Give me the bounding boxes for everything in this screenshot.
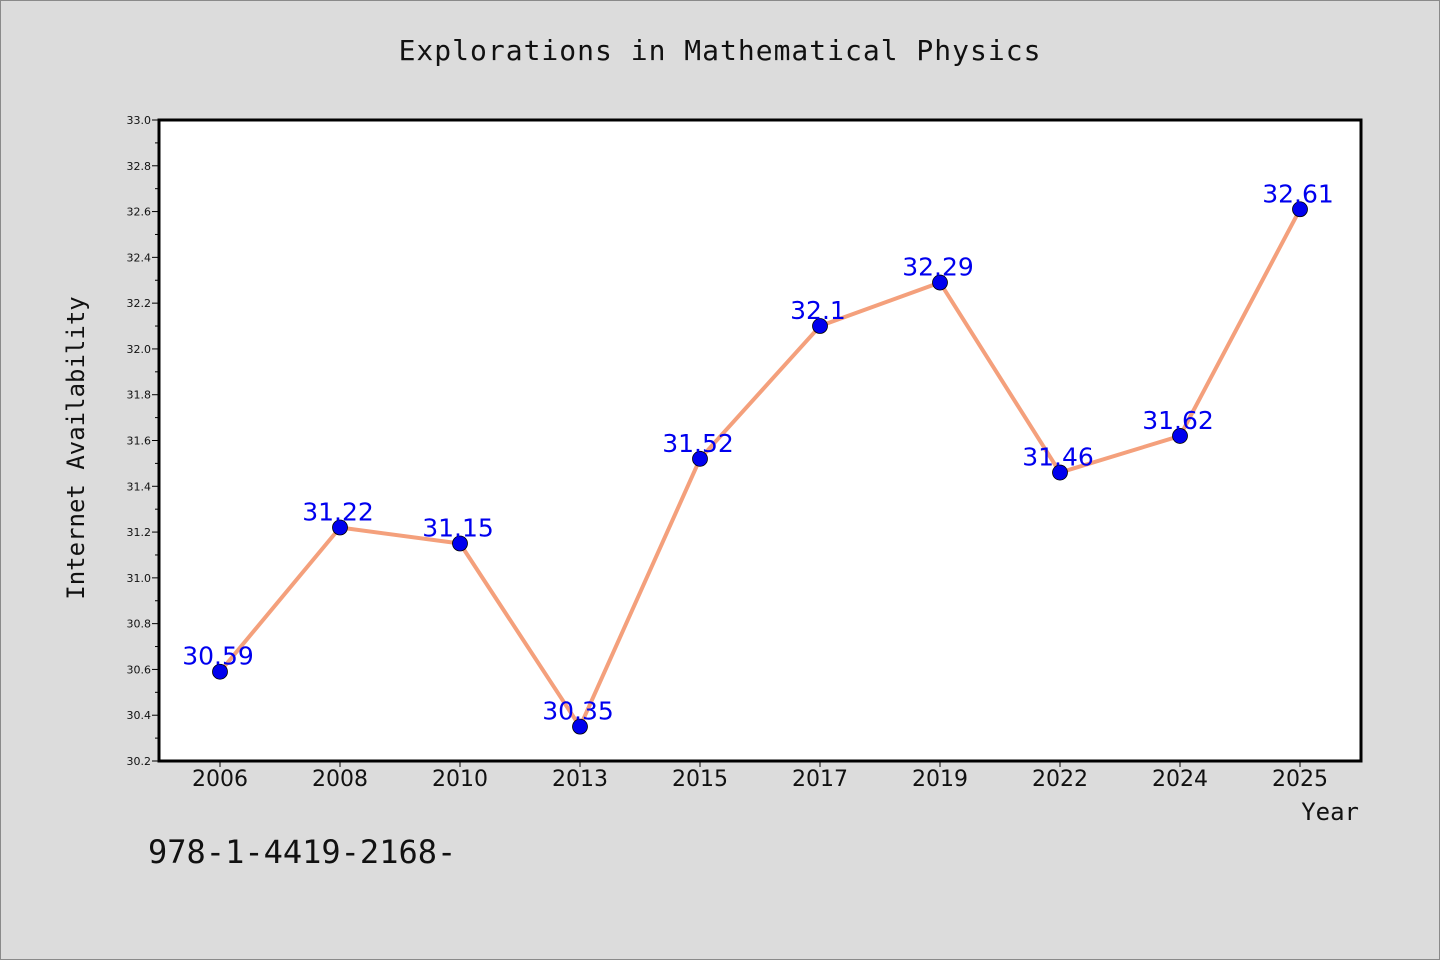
y-tick-label: 31.4 xyxy=(127,480,152,493)
data-label: 31.15 xyxy=(422,514,494,543)
y-tick-label: 32.6 xyxy=(127,206,152,219)
x-tick-label: 2015 xyxy=(672,767,728,792)
data-point xyxy=(452,535,468,552)
y-tick-label: 31.0 xyxy=(127,572,152,585)
x-tick-label: 2019 xyxy=(912,767,968,792)
x-axis: 2006 2008 2010 2013 2015 2017 2019 2022 2024 2025 xyxy=(192,761,1328,792)
y-tick-label: 30.8 xyxy=(127,618,152,631)
y-tick-label: 32.4 xyxy=(127,251,152,264)
y-tick-label: 32.0 xyxy=(127,343,152,356)
data-label: 31.52 xyxy=(662,429,734,458)
x-tick-label: 2017 xyxy=(792,767,848,792)
x-axis-title: Year xyxy=(1301,798,1359,826)
series-line xyxy=(218,207,1302,729)
y-tick-label: 31.6 xyxy=(127,435,152,448)
x-tick-label: 2024 xyxy=(1152,767,1208,792)
data-label: 32.29 xyxy=(902,253,974,282)
data-point xyxy=(1052,464,1068,481)
data-point xyxy=(692,450,708,467)
isbn-text: 978-1-4419-2168- xyxy=(148,833,457,871)
series-layer xyxy=(212,201,1308,735)
y-tick-label: 30.6 xyxy=(127,663,152,676)
data-label: 32.1 xyxy=(790,296,846,325)
data-label: 31.22 xyxy=(302,497,374,526)
x-tick-label: 2022 xyxy=(1032,767,1088,792)
data-point xyxy=(1292,201,1308,218)
x-tick-label: 2006 xyxy=(192,767,248,792)
data-point xyxy=(332,519,348,536)
data-point xyxy=(572,718,588,735)
chart-title: Explorations in Mathematical Physics xyxy=(398,34,1042,67)
data-labels-layer: 30.59 31.22 31.15 30.35 31.52 32.1 32.29 31.46 3… xyxy=(182,179,1334,725)
x-tick-label: 2010 xyxy=(432,767,488,792)
x-tick-label: 2013 xyxy=(552,767,608,792)
x-tick-label: 2008 xyxy=(312,767,368,792)
y-tick-label: 31.2 xyxy=(127,526,152,539)
data-label: 30.59 xyxy=(182,642,254,671)
data-point xyxy=(932,274,948,291)
data-label: 32.61 xyxy=(1262,179,1334,208)
data-label: 31.62 xyxy=(1142,406,1214,435)
y-tick-label: 32.8 xyxy=(127,160,152,173)
y-tick-label: 30.4 xyxy=(127,709,152,722)
y-tick-label: 33.0 xyxy=(127,114,152,127)
data-point xyxy=(812,318,828,334)
data-point xyxy=(212,663,228,680)
y-axis-title: Internet Availability xyxy=(62,296,90,599)
data-label: 30.35 xyxy=(542,697,614,726)
data-label: 31.46 xyxy=(1022,443,1094,472)
y-axis: 30.2 30.4 30.6 30.8 31.0 31.2 31.4 31.6 31.8 32.0… xyxy=(127,114,159,768)
x-tick-label: 2025 xyxy=(1272,767,1328,792)
y-tick-label: 32.2 xyxy=(127,297,152,310)
data-point xyxy=(1172,428,1188,444)
y-tick-label: 31.8 xyxy=(127,389,152,402)
y-tick-label: 30.2 xyxy=(127,755,152,768)
